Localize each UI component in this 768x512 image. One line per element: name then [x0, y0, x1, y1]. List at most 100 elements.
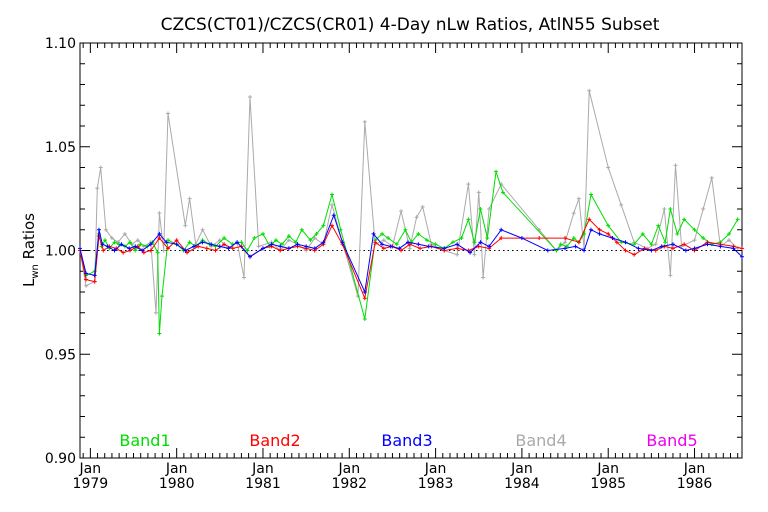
x-tick-month-label: Jan: [79, 461, 102, 477]
data-point-band2: [632, 252, 637, 257]
data-point-band4: [662, 207, 667, 211]
data-point-band4: [330, 202, 335, 207]
data-point-band3: [96, 227, 101, 232]
data-point-band4: [673, 163, 678, 168]
data-point-band4: [476, 190, 481, 195]
data-point-band3: [78, 246, 82, 251]
data-point-band1: [500, 190, 505, 195]
data-point-band3: [468, 250, 473, 255]
data-point-band1: [485, 236, 490, 241]
data-point-band4: [135, 238, 140, 243]
data-point-band1: [314, 231, 319, 236]
data-point-band1: [727, 231, 732, 236]
data-point-band4: [98, 165, 103, 170]
data-point-band3: [217, 244, 222, 249]
data-point-band2: [84, 277, 89, 282]
data-point-band2: [455, 246, 460, 251]
data-point-band2: [92, 279, 97, 284]
data-point-band4: [587, 88, 592, 93]
data-point-band3: [597, 231, 602, 236]
data-point-band3: [331, 213, 336, 218]
y-tick-label: 1.05: [45, 140, 76, 156]
data-point-band3: [692, 246, 697, 251]
x-tick-year-label: 1983: [418, 476, 454, 492]
data-point-band4: [200, 227, 205, 232]
legend-entry-band3: Band3: [381, 431, 432, 450]
data-point-band4: [487, 207, 492, 211]
data-point-band1: [663, 240, 668, 245]
data-point-band2: [576, 240, 581, 245]
data-point-band3: [718, 244, 723, 249]
data-point-band1: [386, 236, 391, 241]
data-point-band3: [140, 248, 145, 253]
data-point-band3: [649, 248, 654, 253]
x-tick-month-label: Jan: [165, 461, 188, 477]
data-point-band2: [476, 244, 481, 249]
data-point-band3: [304, 244, 309, 249]
data-point-band3: [588, 227, 593, 232]
data-point-band4: [571, 211, 576, 216]
data-point-band1: [279, 242, 284, 247]
series-line-band4: [79, 90, 739, 313]
data-point-band1: [157, 331, 162, 336]
data-point-band2: [213, 248, 218, 253]
data-point-band1: [394, 242, 399, 247]
data-point-band1: [478, 207, 483, 211]
data-point-band3: [340, 240, 345, 245]
data-point-band2: [670, 246, 675, 251]
data-point-band2: [157, 236, 162, 241]
data-point-band3: [133, 244, 138, 249]
data-point-band3: [573, 244, 578, 249]
data-point-band3: [478, 240, 483, 245]
data-point-band3: [209, 242, 214, 247]
data-point-band1: [155, 250, 160, 255]
data-point-band2: [222, 242, 227, 247]
data-point-band1: [103, 238, 108, 243]
data-point-band4: [256, 244, 261, 249]
data-point-band3: [92, 273, 97, 278]
data-point-band4: [153, 310, 158, 315]
data-point-band4: [727, 238, 732, 243]
data-point-band3: [84, 271, 89, 276]
data-point-band1: [362, 316, 367, 321]
data-point-band2: [174, 238, 179, 243]
data-point-band4: [692, 238, 697, 243]
data-point-band4: [709, 175, 714, 180]
data-point-band3: [659, 244, 664, 249]
data-point-band3: [269, 242, 274, 247]
data-point-band3: [499, 227, 504, 232]
data-point-band3: [248, 254, 253, 259]
data-point-band3: [321, 240, 326, 245]
data-point-band1: [424, 238, 429, 243]
data-point-band3: [380, 242, 385, 247]
data-point-band3: [371, 231, 376, 236]
data-point-band4: [653, 242, 658, 247]
x-tick-year-label: 1981: [245, 476, 281, 492]
data-point-band3: [278, 244, 283, 249]
x-tick-year-label: 1985: [590, 476, 626, 492]
y-tick-label: 1.00: [45, 244, 76, 260]
data-point-band1: [138, 242, 143, 247]
data-point-band3: [731, 246, 736, 251]
y-tick-label: 1.10: [45, 36, 76, 52]
data-point-band1: [245, 248, 250, 253]
data-point-band4: [701, 207, 706, 211]
data-point-band3: [260, 246, 265, 251]
data-point-band1: [472, 240, 477, 245]
data-point-band1: [273, 238, 278, 243]
data-point-band1: [403, 227, 408, 232]
data-point-band2: [606, 231, 611, 236]
data-point-band1: [606, 223, 611, 228]
x-tick-year-label: 1982: [331, 476, 367, 492]
x-tick-year-label: 1984: [504, 476, 540, 492]
data-point-band2: [230, 246, 235, 251]
data-point-band3: [487, 244, 492, 249]
y-axis-label-main: L: [20, 278, 38, 287]
data-point-band1: [675, 231, 680, 236]
data-point-band2: [141, 250, 146, 255]
data-point-band3: [426, 244, 431, 249]
data-point-band1: [286, 233, 291, 238]
data-point-band2: [587, 217, 592, 222]
data-point-band3: [174, 242, 179, 247]
data-point-band3: [519, 236, 524, 241]
